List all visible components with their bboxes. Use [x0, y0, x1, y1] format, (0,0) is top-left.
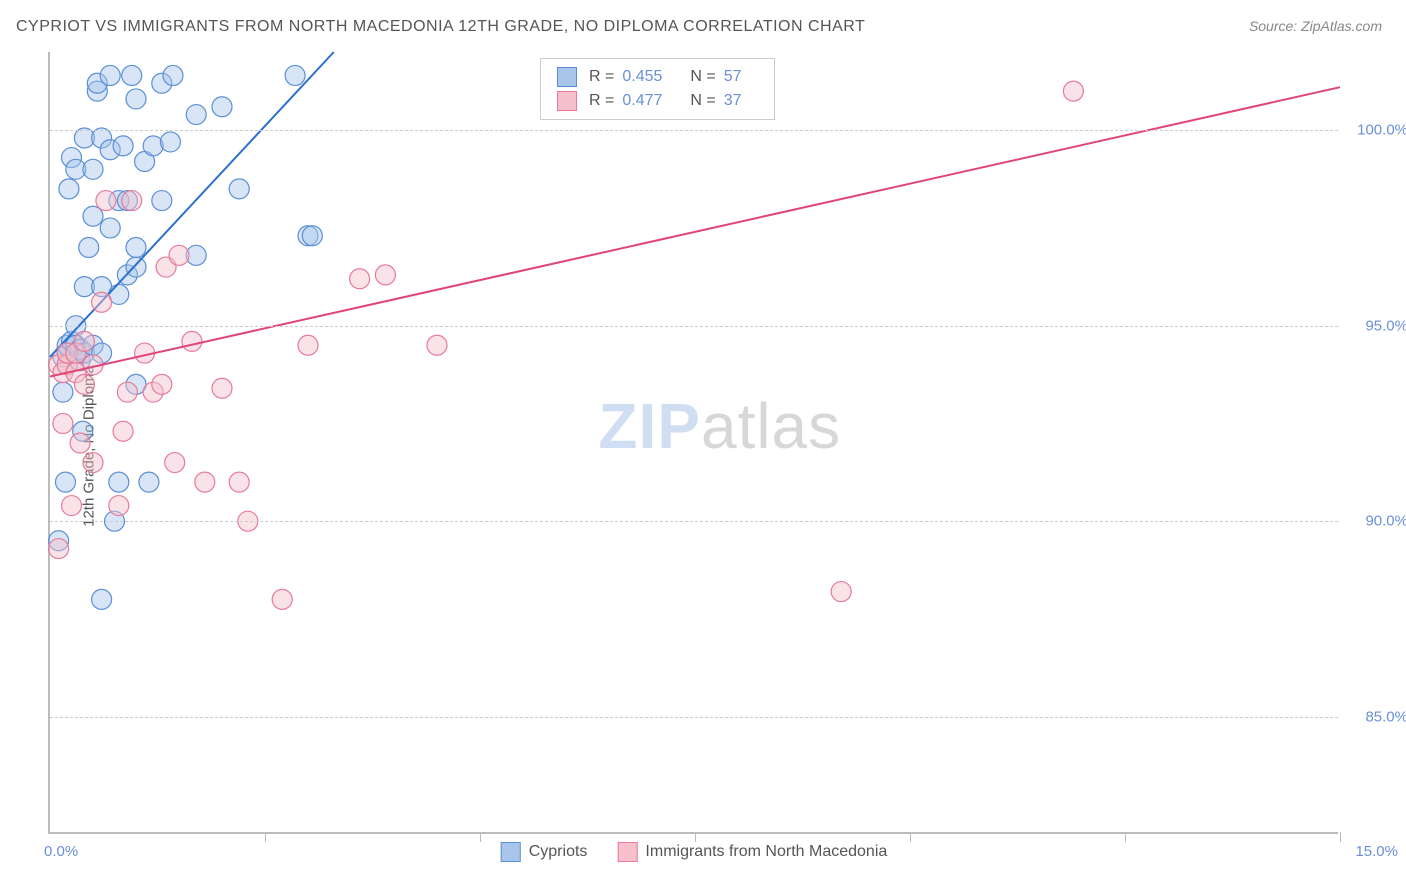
- legend-row: R = 0.477 N = 37: [557, 89, 758, 113]
- data-point: [113, 421, 133, 441]
- data-point: [298, 335, 318, 355]
- data-point: [79, 238, 99, 258]
- legend-swatch: [557, 67, 577, 87]
- gridline: [50, 326, 1338, 327]
- data-point: [186, 105, 206, 125]
- data-point: [92, 292, 112, 312]
- data-point: [212, 378, 232, 398]
- data-point: [126, 89, 146, 109]
- data-point: [229, 179, 249, 199]
- data-point: [143, 136, 163, 156]
- data-point: [113, 136, 133, 156]
- data-point: [96, 191, 116, 211]
- data-point: [427, 335, 447, 355]
- data-point: [831, 582, 851, 602]
- legend-label: Cypriots: [529, 843, 588, 861]
- data-point: [92, 589, 112, 609]
- legend-label: Immigrants from North Macedonia: [645, 843, 887, 861]
- data-point: [285, 65, 305, 85]
- data-point: [83, 159, 103, 179]
- source-label: Source: ZipAtlas.com: [1249, 18, 1382, 34]
- legend-swatch: [557, 91, 577, 111]
- data-point: [53, 413, 73, 433]
- data-point: [195, 472, 215, 492]
- series-legend: Cypriots Immigrants from North Macedonia: [501, 842, 888, 862]
- data-point: [169, 245, 189, 265]
- legend-row: R = 0.455 N = 57: [557, 65, 758, 89]
- y-tick-label: 95.0%: [1348, 317, 1406, 334]
- data-point: [139, 472, 159, 492]
- y-tick-label: 100.0%: [1348, 122, 1406, 139]
- data-point: [152, 191, 172, 211]
- data-point: [152, 374, 172, 394]
- data-point: [229, 472, 249, 492]
- data-point: [272, 589, 292, 609]
- data-point: [109, 496, 129, 516]
- x-tick: [1125, 832, 1126, 842]
- r-label: R =: [589, 92, 614, 110]
- legend-swatch: [501, 842, 521, 862]
- scatter-plot: [50, 52, 1338, 832]
- gridline: [50, 521, 1338, 522]
- data-point: [100, 65, 120, 85]
- n-label: N =: [690, 92, 715, 110]
- x-axis-max-label: 15.0%: [1355, 843, 1398, 860]
- data-point: [49, 539, 69, 559]
- gridline: [50, 717, 1338, 718]
- legend-swatch: [617, 842, 637, 862]
- data-point: [1063, 81, 1083, 101]
- x-tick: [480, 832, 481, 842]
- data-point: [375, 265, 395, 285]
- data-point: [350, 269, 370, 289]
- data-point: [126, 238, 146, 258]
- data-point: [55, 472, 75, 492]
- r-label: R =: [589, 68, 614, 86]
- n-value: 37: [724, 92, 742, 110]
- data-point: [53, 382, 73, 402]
- correlation-legend: R = 0.455 N = 57 R = 0.477 N = 37: [540, 58, 775, 120]
- data-point: [70, 433, 90, 453]
- data-point: [59, 179, 79, 199]
- data-point: [212, 97, 232, 117]
- data-point: [122, 65, 142, 85]
- x-axis-min-label: 0.0%: [44, 843, 78, 860]
- data-point: [74, 374, 94, 394]
- legend-item: Cypriots: [501, 842, 588, 862]
- data-point: [126, 257, 146, 277]
- x-tick: [1340, 832, 1341, 842]
- plot-area: ZIPatlas R =0.455N =57R =0.477N =37 Cypr…: [48, 52, 1338, 834]
- data-point: [62, 496, 82, 516]
- r-value: 0.455: [622, 68, 662, 86]
- x-tick: [265, 832, 266, 842]
- y-tick-label: 90.0%: [1348, 513, 1406, 530]
- x-tick: [910, 832, 911, 842]
- data-point: [302, 226, 322, 246]
- data-point: [117, 382, 137, 402]
- n-label: N =: [690, 68, 715, 86]
- data-point: [163, 65, 183, 85]
- gridline: [50, 130, 1338, 131]
- data-point: [165, 453, 185, 473]
- y-tick-label: 85.0%: [1348, 708, 1406, 725]
- legend-item: Immigrants from North Macedonia: [617, 842, 887, 862]
- chart-title: CYPRIOT VS IMMIGRANTS FROM NORTH MACEDON…: [16, 18, 865, 36]
- r-value: 0.477: [622, 92, 662, 110]
- data-point: [109, 472, 129, 492]
- data-point: [122, 191, 142, 211]
- data-point: [100, 218, 120, 238]
- data-point: [160, 132, 180, 152]
- data-point: [83, 453, 103, 473]
- x-tick: [695, 832, 696, 842]
- data-point: [182, 331, 202, 351]
- data-point: [74, 331, 94, 351]
- n-value: 57: [724, 68, 742, 86]
